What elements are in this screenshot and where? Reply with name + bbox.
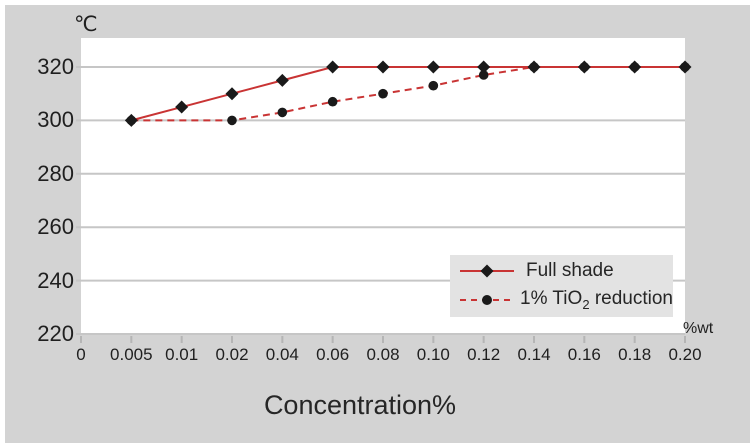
y-axis-tick-label: 220 [37,321,74,346]
legend-item-tio2-reduction: 1% TiO2 reduction [450,288,673,312]
tio2-reduction-line-marker-icon [460,294,510,305]
marker-diamond [124,113,138,127]
legend-label-tio2-reduction: 1% TiO2 reduction [520,287,673,312]
x-axis-tick-label: 0.10 [416,345,450,364]
x-axis-tick-label: 0.18 [618,345,652,364]
marker-circle [327,96,338,107]
x-axis-tick-label: 0.06 [316,345,350,364]
marker-diamond [275,73,289,87]
y-axis-tick-label: 280 [37,160,74,186]
x-axis-tick-label: 0.02 [215,345,249,364]
x-axis-tick-label: 0 [76,345,86,364]
x-axis-tick-label: 0.12 [467,345,501,364]
marker-diamond [225,87,239,101]
x-axis-tick-label: 0.14 [517,345,551,364]
series-line-full-shade [131,66,685,122]
marker-circle [378,88,388,99]
y-axis-tick-label: 320 [37,54,74,79]
marker-circle [277,107,288,118]
y-axis-unit-label: ℃ [74,13,98,36]
x-axis-title: Concentration% [263,390,457,420]
x-axis-tick-label: 0.16 [567,345,601,364]
marker-diamond [376,60,390,74]
legend-label-full-shade: Full shade [526,260,614,282]
marker-diamond [477,60,491,74]
x-axis-tick-label: 0.04 [265,345,299,364]
y-axis-tick-label: 260 [37,214,74,240]
full-shade-line-marker-icon [460,264,514,278]
y-axis-tick-label: 240 [37,267,74,293]
x-axis-tick-label: 0.005 [110,345,153,364]
x-axis-unit-label: %wt [683,320,714,337]
marker-diamond [426,60,440,74]
marker-diamond [175,100,189,114]
x-axis-tick-label: 0.08 [366,345,400,364]
y-axis-tick-label: 300 [37,107,74,133]
marker-diamond [628,60,642,74]
marker-diamond [577,60,591,74]
marker-diamond [527,60,541,74]
x-axis-tick-label: 0.20 [668,345,702,364]
marker-diamond [678,60,692,74]
marker-circle [428,80,439,91]
marker-circle [227,115,237,126]
marker-circle [478,70,489,80]
marker-diamond [326,60,340,74]
x-axis-tick-label: 0.01 [165,345,199,364]
legend: Full shade 1% TiO2 reduction [450,255,673,317]
legend-item-full-shade: Full shade [450,260,673,282]
